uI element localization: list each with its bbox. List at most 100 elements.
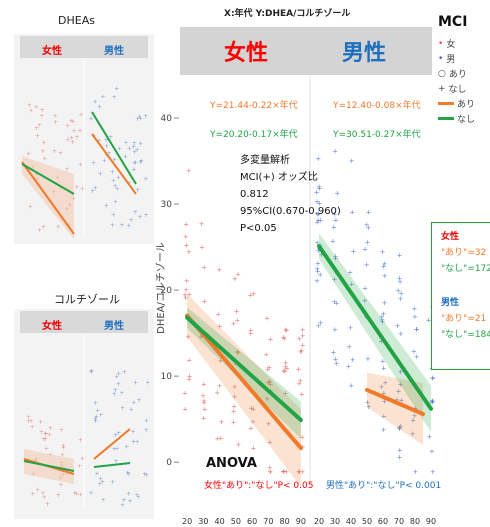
legend-ari-point: ○ あり [438, 68, 467, 81]
male-ari-line [93, 428, 131, 460]
female-point: + [281, 335, 287, 343]
thumb-point: + [112, 94, 117, 101]
male-point: + [397, 278, 403, 286]
thumb-point: + [100, 93, 105, 100]
dhea-thumb-female: 女性 [42, 46, 62, 57]
thumb-point: + [137, 397, 142, 404]
male-point: + [397, 454, 403, 462]
thumb-point: + [133, 160, 138, 167]
female-point: + [268, 381, 274, 389]
female-point: + [214, 389, 220, 397]
male-point: + [398, 289, 404, 297]
male-point: + [315, 155, 321, 163]
thumb-point: + [119, 222, 124, 229]
male-point: + [365, 398, 371, 406]
legend-nashi-point: + なし [438, 83, 467, 96]
legend-title: MCI [438, 14, 468, 30]
male-point: + [334, 300, 340, 308]
thumb-point: + [74, 134, 79, 141]
female-point: + [235, 441, 241, 449]
thumb-point: + [29, 418, 34, 425]
thumb-point: + [114, 445, 119, 452]
male-point: + [430, 374, 436, 382]
thumb-point: + [37, 227, 42, 234]
male-x-tick-label: 40 [346, 517, 356, 526]
male-x-tick-label: 20 [314, 517, 324, 526]
anova-female: 女性"あり":"なし"P< 0.05 [204, 481, 314, 491]
male-nashi-ci [319, 233, 431, 432]
multi-line-3: 95%CI(0.670-0.960) [240, 206, 341, 217]
female-point: + [267, 438, 273, 446]
thumb-point: + [143, 176, 148, 183]
thumb-point: + [135, 438, 140, 445]
thumb-point: + [94, 413, 99, 420]
thumb-point: + [138, 116, 143, 123]
dhea-thumb-header: 女性 男性 [20, 36, 148, 58]
thumb-point: + [135, 116, 140, 123]
multi-line-4: P<0.05 [240, 223, 277, 234]
female-point: + [186, 248, 192, 256]
thumb-point: + [123, 153, 128, 160]
cortisol-thumbnail: 女性 男性 + + + + + + + + + + + + + + + + + + + + + + + + + + + + + + + + + +… [14, 309, 154, 519]
female-point: + [296, 365, 302, 373]
female-point: + [182, 406, 188, 414]
female-point: + [282, 363, 288, 371]
male-point: + [333, 255, 339, 263]
thumb-point: + [72, 490, 77, 497]
female-point: + [216, 382, 222, 390]
male-point: + [397, 447, 403, 455]
thumb-point: + [126, 471, 131, 478]
thumb-point: + [89, 368, 94, 375]
thumb-point: + [35, 133, 40, 140]
female-point: + [231, 408, 237, 416]
eq-male-ari: Y=12.40-0.08×年代 [333, 101, 421, 111]
anova-title: ANOVA [206, 456, 257, 471]
legend-nashi-line: なし [438, 111, 490, 126]
thumb-point: + [70, 139, 75, 146]
male-point: + [380, 357, 386, 365]
thumb-point: + [142, 471, 147, 478]
thumb-point: + [114, 86, 119, 93]
thumb-point: + [48, 425, 53, 432]
male-point: + [398, 330, 404, 338]
female-point: + [248, 405, 254, 413]
male-point: + [398, 368, 404, 376]
male-point: + [426, 433, 432, 441]
y-axis-label: DHEA/コルチゾール [155, 242, 167, 334]
eq-male-nashi: Y=30.51-0.27×年代 [333, 130, 421, 140]
male-point: + [396, 424, 402, 432]
thumb-point: + [95, 407, 100, 414]
thumb-point: + [97, 481, 102, 488]
multi-line-0: 多変量解析 [240, 155, 290, 166]
male-point: + [396, 274, 402, 282]
female-point: + [248, 424, 254, 432]
thumb-point: + [96, 138, 101, 145]
male-point: + [350, 356, 356, 364]
thumb-point: + [139, 158, 144, 165]
multivariate-block: 多変量解析 MCI(+) オッズ比 0.812 95%CI(0.670-0.96… [240, 152, 341, 237]
female-point: + [251, 290, 257, 298]
male-point: + [316, 183, 322, 191]
thumb-point: + [135, 187, 140, 194]
main-male-header: 男性 [342, 41, 387, 66]
male-point: + [414, 325, 420, 333]
thumb-point: + [40, 490, 45, 497]
thumb-point: + [111, 211, 116, 218]
thumb-point: + [93, 98, 98, 105]
thumb-point: + [104, 137, 109, 144]
male-point: + [429, 398, 435, 406]
female-point: + [182, 291, 188, 299]
female-point: + [201, 380, 207, 388]
female-point: + [231, 402, 237, 410]
thumb-point: + [131, 143, 136, 150]
thumb-point: + [113, 432, 118, 439]
main-header-bar: 女性 男性 [180, 27, 432, 75]
male-x-tick-label: 60 [378, 517, 388, 526]
thumb-point: + [80, 455, 85, 462]
male-point: + [347, 268, 353, 276]
thumb-point: + [100, 478, 105, 485]
female-point: + [234, 317, 240, 325]
male-point: + [333, 355, 339, 363]
count-female-title: 女性 [441, 232, 460, 242]
thumb-point: + [44, 446, 49, 453]
